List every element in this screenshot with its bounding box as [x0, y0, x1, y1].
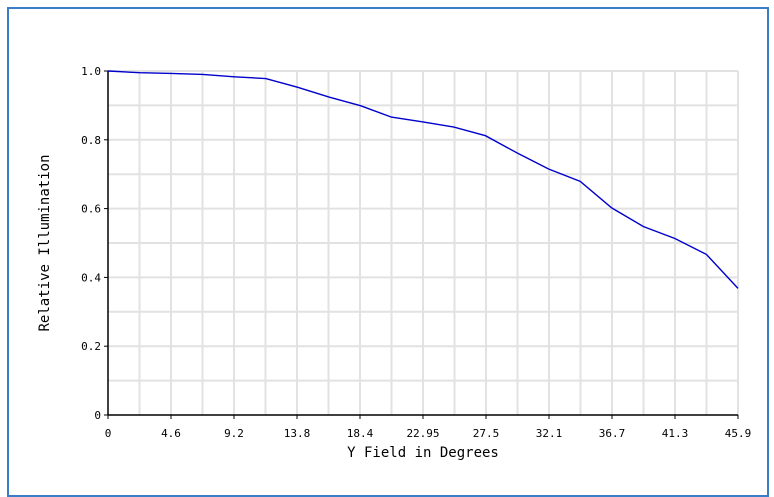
- x-tick-label: 4.6: [161, 427, 181, 440]
- x-tick-label: 41.3: [662, 427, 689, 440]
- x-tick-label: 18.4: [347, 427, 374, 440]
- y-tick-label: 0: [94, 409, 101, 422]
- x-tick-label: 9.2: [224, 427, 244, 440]
- x-tick-label: 45.9: [725, 427, 752, 440]
- x-tick-label: 13.8: [284, 427, 311, 440]
- x-tick-label: 22.95: [406, 427, 439, 440]
- x-tick-label: 36.7: [599, 427, 626, 440]
- y-tick-label: 0.8: [81, 134, 101, 147]
- series-line: [107, 70, 739, 289]
- y-tick-label: 0.2: [81, 340, 101, 353]
- y-tick-label: 0.4: [81, 271, 101, 284]
- y-tick-label: 1.0: [81, 65, 101, 78]
- x-tick-label: 0: [105, 427, 112, 440]
- x-axis-title: Y Field in Degrees: [347, 445, 499, 461]
- x-tick-label: 27.5: [473, 427, 500, 440]
- x-tick-label: 32.1: [536, 427, 563, 440]
- relative-illumination-chart: 0 4.6 9.2 13.8 18.4 22.95 27.5 32.1 36.7 41.3 45.9…: [37, 65, 752, 461]
- y-axis-title: Relative Illumination: [37, 154, 53, 331]
- y-tick-label: 0.6: [81, 203, 101, 216]
